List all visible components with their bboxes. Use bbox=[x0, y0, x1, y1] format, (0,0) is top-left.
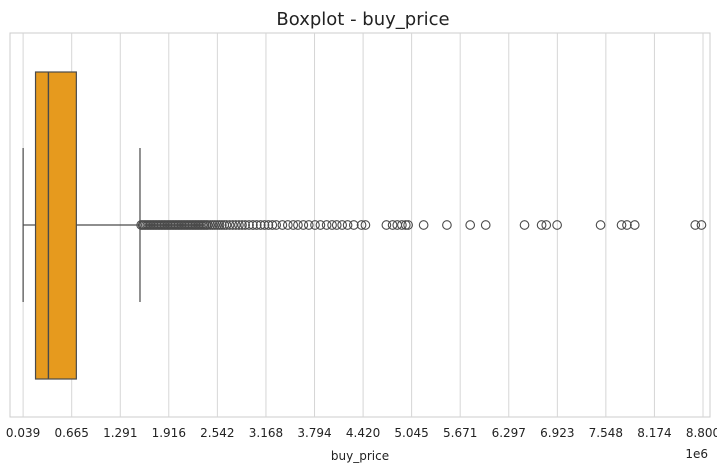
outlier-point bbox=[519, 220, 530, 230]
x-tick-label: 7.548 bbox=[589, 426, 623, 440]
outlier-point bbox=[277, 220, 288, 230]
outlier-point bbox=[263, 220, 274, 230]
outlier-point bbox=[255, 220, 266, 230]
outlier-point bbox=[210, 220, 220, 230]
outlier-point bbox=[321, 220, 332, 230]
outlier-point bbox=[356, 220, 367, 230]
x-tick-label: 1.291 bbox=[103, 426, 137, 440]
x-tick-label: 5.045 bbox=[394, 426, 428, 440]
outlier-point bbox=[230, 220, 241, 230]
outlier-point bbox=[240, 220, 250, 230]
x-tick-label: 2.542 bbox=[200, 426, 234, 440]
outlier-point bbox=[282, 220, 293, 230]
outlier-point bbox=[400, 220, 411, 230]
outlier-point bbox=[342, 220, 353, 230]
x-tick-label: 8.174 bbox=[637, 426, 671, 440]
outlier-point bbox=[310, 220, 320, 230]
outlier-point bbox=[203, 220, 213, 230]
x-tick-label: 6.923 bbox=[540, 426, 574, 440]
outlier-point bbox=[629, 220, 640, 230]
outlier-point bbox=[251, 220, 262, 230]
x-tick-label: 8.800 bbox=[686, 426, 717, 440]
outlier-point bbox=[224, 220, 235, 230]
outlier-point bbox=[552, 220, 562, 230]
outlier-point bbox=[212, 220, 223, 230]
outlier-point bbox=[331, 220, 342, 230]
outlier-point bbox=[207, 220, 218, 230]
outlier-point bbox=[595, 220, 606, 230]
outlier-point bbox=[541, 220, 552, 230]
outlier-point bbox=[234, 220, 244, 230]
x-tick-label: 6.297 bbox=[492, 426, 526, 440]
x-tick-label: 0.665 bbox=[55, 426, 89, 440]
x-axis-ticks: 0.039 0.665 1.291 1.916 2.542 3.168 3.794 4.420… bbox=[6, 426, 717, 440]
x-axis-label: buy_price bbox=[331, 449, 389, 463]
outlier-point bbox=[288, 220, 299, 230]
outlier-point bbox=[348, 220, 359, 230]
x-tick-label: 3.794 bbox=[297, 426, 331, 440]
x-tick-label: 3.168 bbox=[249, 426, 283, 440]
outlier-point bbox=[381, 220, 392, 230]
outlier-point bbox=[403, 220, 413, 230]
outlier-point bbox=[214, 220, 225, 230]
outlier-point bbox=[360, 220, 371, 230]
x-tick-label: 4.420 bbox=[346, 426, 380, 440]
outlier-point bbox=[327, 220, 337, 230]
outlier-point bbox=[205, 220, 216, 230]
outlier-point bbox=[267, 220, 278, 230]
x-tick-label: 5.671 bbox=[443, 426, 477, 440]
outlier-point bbox=[271, 220, 282, 230]
outlier-point bbox=[248, 220, 258, 230]
outlier-point bbox=[387, 220, 398, 230]
chart-title: Boxplot - buy_price bbox=[276, 9, 449, 30]
outlier-point bbox=[465, 220, 476, 230]
outlier-point bbox=[337, 220, 348, 230]
outlier-point bbox=[259, 220, 270, 230]
outlier-point bbox=[397, 220, 407, 230]
outlier-point bbox=[418, 220, 429, 230]
outlier-point bbox=[696, 220, 707, 230]
outlier-point bbox=[616, 220, 627, 230]
outlier-point bbox=[442, 220, 452, 230]
outlier-point bbox=[217, 220, 227, 230]
outlier-point bbox=[221, 220, 232, 230]
outlier-point bbox=[480, 220, 491, 230]
gridlines bbox=[22, 33, 704, 417]
outlier-point bbox=[237, 220, 247, 230]
outlier-point bbox=[298, 220, 309, 230]
outlier-point bbox=[227, 220, 238, 230]
outlier-point bbox=[690, 220, 701, 230]
outlier-point bbox=[536, 220, 547, 230]
outlier-point bbox=[622, 220, 632, 230]
outlier-point bbox=[293, 220, 303, 230]
x-tick-label: 1.916 bbox=[152, 426, 186, 440]
outlier-point bbox=[303, 220, 314, 230]
outlier-point bbox=[315, 220, 326, 230]
x-tick-label: 0.039 bbox=[6, 426, 40, 440]
iqr-box bbox=[34, 71, 77, 380]
outlier-point bbox=[244, 220, 254, 230]
x-axis-offset-label: 1e6 bbox=[685, 447, 708, 461]
outlier-layer bbox=[136, 220, 707, 230]
